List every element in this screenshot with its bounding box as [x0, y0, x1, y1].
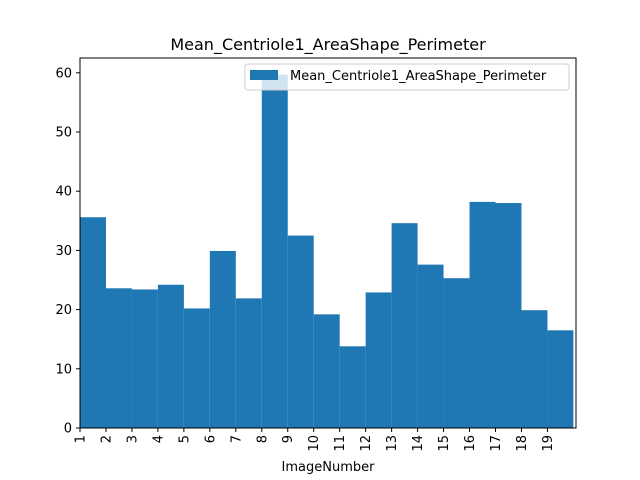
bar-13 [391, 223, 418, 428]
bar-5 [183, 308, 210, 428]
bar-6 [209, 250, 236, 428]
y-axis-ticks: 0 10 20 30 40 50 60 [55, 66, 80, 437]
bar-11 [339, 346, 366, 428]
x-tick-label: 14 [411, 435, 426, 452]
chart-title: Mean_Centriole1_AreaShape_Perimeter [170, 35, 486, 55]
bar-16 [469, 201, 496, 428]
x-tick-label: 19 [541, 435, 556, 452]
x-tick-label: 3 [125, 435, 140, 443]
x-tick-label: 2 [99, 435, 114, 443]
x-tick-label: 11 [333, 435, 348, 452]
legend-swatch [250, 70, 278, 80]
x-tick-label: 17 [489, 435, 504, 452]
bar-10 [313, 314, 340, 428]
legend-label: Mean_Centriole1_AreaShape_Perimeter [290, 69, 547, 84]
y-tick-label: 50 [55, 126, 72, 141]
x-tick-label: 1 [74, 435, 89, 443]
legend: Mean_Centriole1_AreaShape_Perimeter [244, 63, 570, 91]
y-tick-label: 0 [64, 422, 72, 437]
bar-2 [105, 288, 132, 428]
x-tick-label: 5 [177, 435, 192, 443]
y-tick-label: 20 [55, 303, 72, 318]
x-tick-label: 15 [437, 435, 452, 452]
x-axis-label: ImageNumber [282, 460, 376, 475]
x-tick-label: 9 [281, 435, 296, 443]
bars-group [80, 74, 574, 428]
bar-3 [131, 289, 158, 428]
x-tick-label: 12 [359, 435, 374, 452]
y-tick-label: 10 [55, 362, 72, 377]
x-axis-ticks: 1 2 3 4 5 6 7 8 9 10 11 12 13 14 15 16 17 18 19 [74, 428, 556, 452]
legend-box [244, 63, 570, 91]
bar-17 [495, 203, 522, 428]
x-tick-label: 4 [151, 435, 166, 443]
y-tick-label: 30 [55, 244, 72, 259]
y-tick-label: 40 [55, 185, 72, 200]
bar-15 [443, 278, 470, 428]
bar-12 [365, 292, 392, 428]
x-tick-label: 18 [515, 435, 530, 452]
bar-19 [547, 330, 574, 428]
x-tick-label: 10 [307, 435, 322, 452]
bar-14 [417, 264, 444, 428]
bar-4 [157, 284, 184, 428]
plot-frame [79, 57, 577, 429]
bar-1 [80, 217, 106, 428]
x-tick-label: 6 [203, 435, 218, 443]
x-tick-label: 16 [463, 435, 478, 452]
bar-18 [521, 310, 548, 428]
bar-9 [287, 235, 314, 428]
bar-8 [261, 74, 288, 428]
x-tick-label: 8 [255, 435, 270, 443]
x-tick-label: 13 [385, 435, 400, 452]
bar-7 [235, 298, 262, 428]
x-tick-label: 7 [229, 435, 244, 443]
y-tick-label: 60 [55, 66, 72, 81]
